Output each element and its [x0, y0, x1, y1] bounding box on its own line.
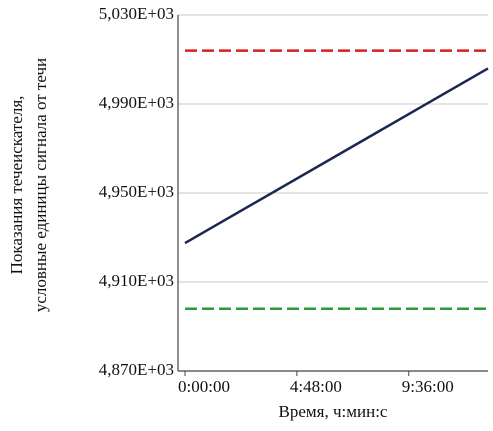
y-axis-label: Показания течеискателя,: [7, 96, 26, 275]
y-tick-label: 5,030E+03: [99, 4, 174, 23]
x-tick-label: 4:48:00: [290, 377, 342, 396]
y-tick-label: 4,870E+03: [99, 360, 174, 379]
y-tick-label: 4,910E+03: [99, 271, 174, 290]
x-tick-label: 9:36:00: [402, 377, 454, 396]
x-tick-label: 0:00:00: [178, 377, 230, 396]
y-tick-label: 4,950E+03: [99, 182, 174, 201]
y-tick-label: 4,990E+03: [99, 93, 174, 112]
x-axis-label: Время, ч:мин:с: [279, 402, 388, 421]
line-series: [184, 67, 489, 245]
y-axis-label: условные единицы сигнала от течи: [31, 58, 50, 312]
